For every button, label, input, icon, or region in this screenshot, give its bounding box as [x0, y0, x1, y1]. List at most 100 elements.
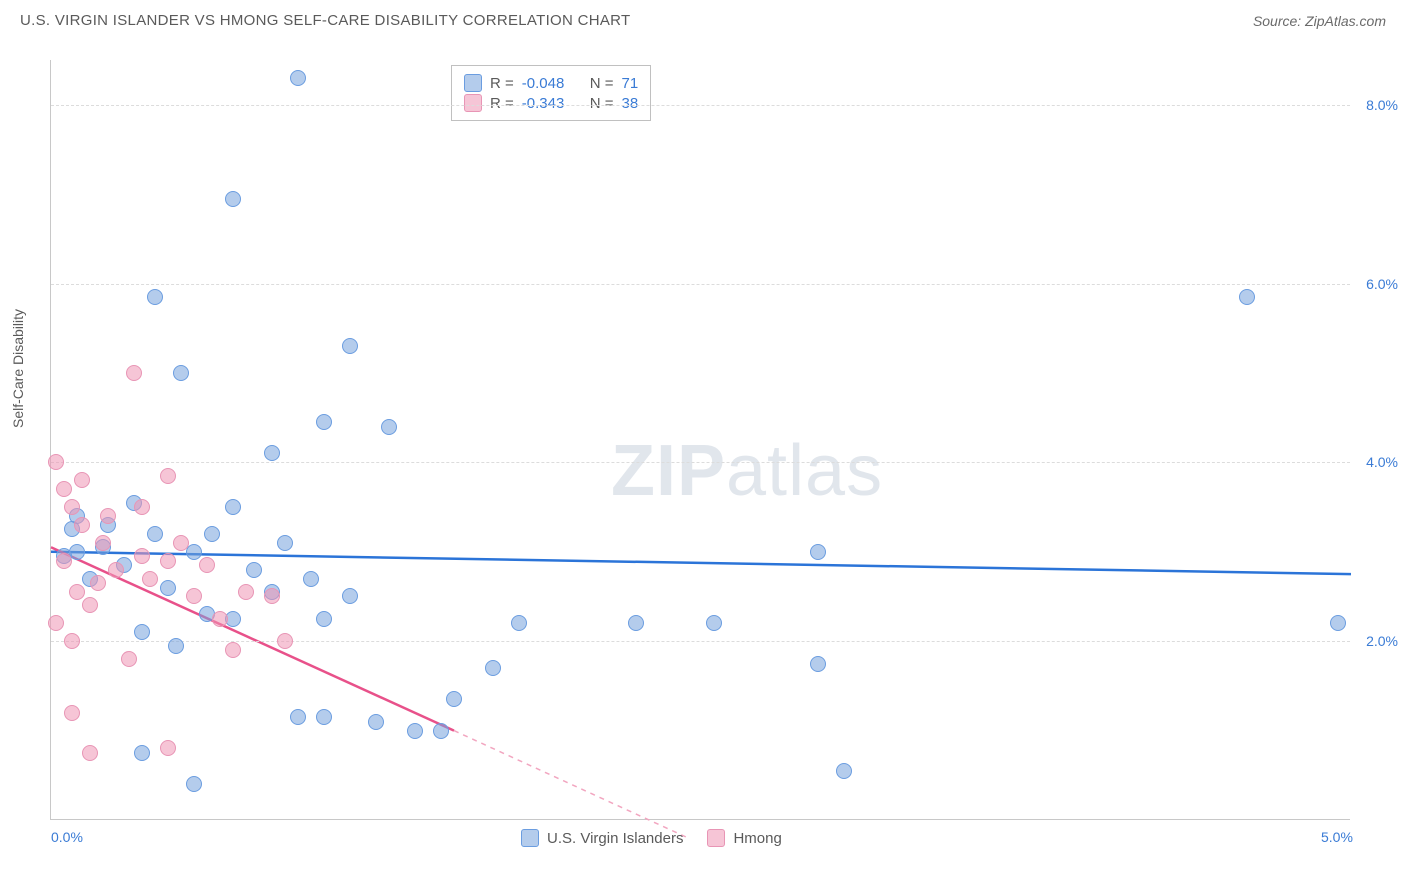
- data-point: [64, 499, 80, 515]
- data-point: [225, 642, 241, 658]
- data-point: [134, 548, 150, 564]
- data-point: [199, 557, 215, 573]
- gridline: [51, 105, 1350, 106]
- y-tick-label: 4.0%: [1366, 454, 1398, 470]
- stat-n-value: 71: [622, 75, 639, 92]
- stat-n-value: 38: [622, 95, 639, 112]
- gridline: [51, 641, 1350, 642]
- data-point: [316, 414, 332, 430]
- data-point: [100, 508, 116, 524]
- y-tick-label: 2.0%: [1366, 633, 1398, 649]
- legend-label: Hmong: [733, 830, 781, 847]
- data-point: [82, 597, 98, 613]
- data-point: [433, 723, 449, 739]
- legend-item: U.S. Virgin Islanders: [521, 829, 683, 847]
- data-point: [48, 615, 64, 631]
- data-point: [264, 445, 280, 461]
- stat-r-value: -0.048: [522, 75, 582, 92]
- data-point: [246, 562, 262, 578]
- data-point: [290, 70, 306, 86]
- data-point: [1239, 289, 1255, 305]
- data-point: [56, 553, 72, 569]
- stats-row: R = -0.048 N = 71: [464, 74, 638, 92]
- data-point: [160, 740, 176, 756]
- gridline: [51, 284, 1350, 285]
- data-point: [316, 709, 332, 725]
- data-point: [134, 745, 150, 761]
- data-point: [168, 638, 184, 654]
- legend: U.S. Virgin Islanders Hmong: [521, 829, 782, 847]
- data-point: [74, 472, 90, 488]
- data-point: [277, 535, 293, 551]
- data-point: [142, 571, 158, 587]
- y-axis-label: Self-Care Disability: [10, 309, 26, 428]
- source-label: Source: ZipAtlas.com: [1253, 13, 1386, 29]
- y-tick-label: 6.0%: [1366, 276, 1398, 292]
- legend-swatch: [464, 94, 482, 112]
- legend-swatch: [464, 74, 482, 92]
- data-point: [368, 714, 384, 730]
- data-point: [121, 651, 137, 667]
- gridline: [51, 462, 1350, 463]
- data-point: [407, 723, 423, 739]
- data-point: [342, 588, 358, 604]
- data-point: [69, 584, 85, 600]
- data-point: [303, 571, 319, 587]
- stats-row: R = -0.343 N = 38: [464, 94, 638, 112]
- x-tick-label: 5.0%: [1321, 829, 1353, 845]
- data-point: [225, 499, 241, 515]
- data-point: [74, 517, 90, 533]
- data-point: [173, 365, 189, 381]
- data-point: [108, 562, 124, 578]
- data-point: [126, 365, 142, 381]
- data-point: [810, 656, 826, 672]
- data-point: [1330, 615, 1346, 631]
- data-point: [173, 535, 189, 551]
- data-point: [64, 633, 80, 649]
- data-point: [225, 191, 241, 207]
- trend-lines: [51, 60, 1351, 820]
- data-point: [134, 624, 150, 640]
- data-point: [316, 611, 332, 627]
- stat-label: R =: [490, 95, 514, 112]
- data-point: [485, 660, 501, 676]
- data-point: [381, 419, 397, 435]
- stat-r-value: -0.343: [522, 95, 582, 112]
- x-tick-label: 0.0%: [51, 829, 83, 845]
- stat-label: R =: [490, 75, 514, 92]
- data-point: [64, 705, 80, 721]
- data-point: [238, 584, 254, 600]
- data-point: [836, 763, 852, 779]
- stat-label: N =: [590, 95, 614, 112]
- data-point: [160, 553, 176, 569]
- data-point: [810, 544, 826, 560]
- header: U.S. VIRGIN ISLANDER VS HMONG SELF-CARE …: [0, 0, 1406, 37]
- data-point: [147, 289, 163, 305]
- chart-title: U.S. VIRGIN ISLANDER VS HMONG SELF-CARE …: [20, 12, 631, 29]
- legend-item: Hmong: [707, 829, 781, 847]
- data-point: [186, 588, 202, 604]
- data-point: [446, 691, 462, 707]
- data-point: [186, 544, 202, 560]
- stats-box: R = -0.048 N = 71 R = -0.343 N = 38: [451, 65, 651, 121]
- legend-label: U.S. Virgin Islanders: [547, 830, 683, 847]
- data-point: [212, 611, 228, 627]
- stat-label: N =: [590, 75, 614, 92]
- data-point: [147, 526, 163, 542]
- data-point: [160, 580, 176, 596]
- legend-swatch: [521, 829, 539, 847]
- data-point: [82, 745, 98, 761]
- data-point: [134, 499, 150, 515]
- data-point: [48, 454, 64, 470]
- legend-swatch: [707, 829, 725, 847]
- data-point: [95, 535, 111, 551]
- data-point: [264, 588, 280, 604]
- data-point: [90, 575, 106, 591]
- data-point: [511, 615, 527, 631]
- data-point: [628, 615, 644, 631]
- scatter-chart: ZIPatlas R =-0.048N =71R =-0.343N =38 U.…: [50, 60, 1350, 820]
- data-point: [342, 338, 358, 354]
- data-point: [290, 709, 306, 725]
- data-point: [277, 633, 293, 649]
- data-point: [204, 526, 220, 542]
